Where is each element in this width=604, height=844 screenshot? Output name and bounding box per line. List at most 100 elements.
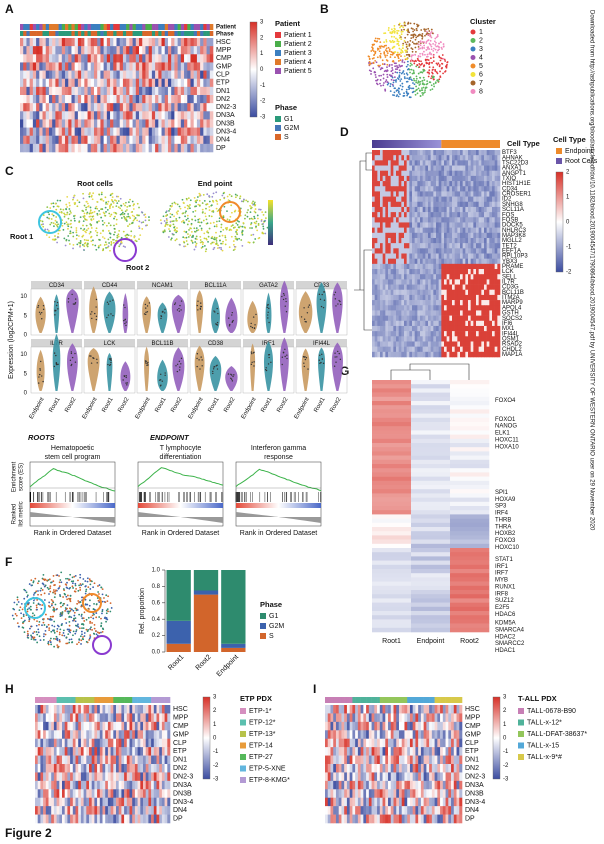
heatmap-cell xyxy=(385,206,389,213)
heatmap-cell xyxy=(492,222,495,228)
heatmap-cell xyxy=(377,269,381,275)
heatmap-cell xyxy=(441,284,445,291)
heatmap-cell xyxy=(374,222,378,228)
heatmap-cell xyxy=(132,46,137,55)
violin-frame xyxy=(242,288,295,336)
scatter-point xyxy=(230,235,233,238)
heatmap-cell xyxy=(404,227,407,234)
heatmap-cell xyxy=(462,175,466,182)
scatter-point xyxy=(115,223,118,226)
scatter-point xyxy=(187,197,190,200)
heatmap-cell xyxy=(473,181,477,187)
heatmap-cell xyxy=(377,300,381,306)
scatter-point xyxy=(419,33,421,36)
scatter-point xyxy=(131,200,134,203)
heatmap-cell xyxy=(446,320,450,327)
heatmap-cell xyxy=(193,78,198,88)
violin-point xyxy=(251,361,253,364)
heatmap-cell xyxy=(446,206,450,213)
heatmap-cell xyxy=(71,119,75,128)
heatmap-cell xyxy=(473,175,477,182)
scatter-point xyxy=(205,248,208,251)
heatmap-cell xyxy=(481,186,485,192)
scatter-point xyxy=(378,45,381,48)
heatmap-cell xyxy=(372,191,375,197)
heatmap-cell xyxy=(454,232,458,239)
heatmap-cell xyxy=(422,315,426,322)
scatter-point xyxy=(246,211,249,214)
heatmap-cell xyxy=(398,258,402,265)
scatter-point xyxy=(246,200,249,203)
heatmap-cell xyxy=(406,191,410,197)
scatter-point xyxy=(427,75,430,78)
scatter-point xyxy=(168,228,170,230)
violin-point xyxy=(231,314,233,316)
heatmap-cell xyxy=(23,38,27,47)
heatmap-cell xyxy=(372,196,375,203)
scatter-point xyxy=(138,220,141,223)
heatmap-cell xyxy=(412,305,415,311)
heatmap-cell xyxy=(200,119,204,128)
heatmap-cell xyxy=(420,274,423,280)
phase-bar-cell xyxy=(184,31,188,36)
heatmap-cell xyxy=(404,175,407,182)
heatmap-cell xyxy=(45,54,50,63)
heatmap-cell xyxy=(42,54,47,63)
heatmap-cell xyxy=(377,217,381,223)
violin-point xyxy=(56,363,58,366)
heatmap-cell xyxy=(460,331,463,337)
panel-label: I xyxy=(313,682,316,696)
violin-point xyxy=(164,308,166,311)
violin-point xyxy=(216,368,219,370)
heatmap-cell xyxy=(398,237,402,244)
heatmap-cell xyxy=(406,227,410,234)
heatmap-cell xyxy=(452,155,455,161)
heatmap-cell xyxy=(396,300,399,306)
heatmap-cell xyxy=(409,232,413,239)
heatmap-cell xyxy=(465,320,469,327)
scatter-point xyxy=(414,46,417,49)
phase-bar-cell xyxy=(203,31,207,36)
heatmap-cell xyxy=(390,300,394,306)
heatmap-cell xyxy=(417,284,421,291)
heatmap-cell xyxy=(433,222,437,228)
panel-label: C xyxy=(5,164,14,178)
heatmap-cell xyxy=(460,217,463,223)
scatter-point xyxy=(250,234,253,236)
heatmap-cell xyxy=(388,232,391,239)
violin-frame xyxy=(83,288,136,336)
heatmap-cell xyxy=(103,38,108,47)
heatmap-cell xyxy=(478,320,482,327)
scatter-point xyxy=(182,236,185,239)
heatmap-cell xyxy=(420,196,423,203)
heatmap-cell xyxy=(122,46,127,55)
heatmap-cell xyxy=(436,175,439,182)
heatmap-cell xyxy=(473,289,477,296)
heatmap-cell xyxy=(184,46,188,55)
scatter-point xyxy=(194,230,197,233)
scatter-point xyxy=(165,211,167,214)
scatter-point xyxy=(108,207,111,210)
heatmap-cell xyxy=(406,305,410,311)
scatter-point xyxy=(56,236,59,239)
heatmap-cell xyxy=(425,160,429,166)
scatter-point xyxy=(190,222,193,225)
heatmap-cell xyxy=(65,38,69,47)
heatmap-cell xyxy=(481,201,485,208)
scatter-point xyxy=(378,74,381,77)
heatmap-cell xyxy=(406,237,410,244)
heatmap-cell xyxy=(406,232,410,239)
scatter-point xyxy=(386,83,389,86)
scatter-point xyxy=(110,213,113,216)
heatmap-cell xyxy=(414,320,418,327)
heatmap-cell xyxy=(155,70,159,80)
heatmap-cell xyxy=(425,170,429,177)
scatter-point xyxy=(105,243,108,246)
violin-point xyxy=(307,306,310,308)
heatmap-cell xyxy=(425,310,429,316)
heatmap-cell xyxy=(380,237,383,244)
violin-frame xyxy=(189,346,242,394)
heatmap-cell xyxy=(460,300,463,306)
heatmap-cell xyxy=(414,155,418,161)
scatter-point xyxy=(421,80,424,82)
